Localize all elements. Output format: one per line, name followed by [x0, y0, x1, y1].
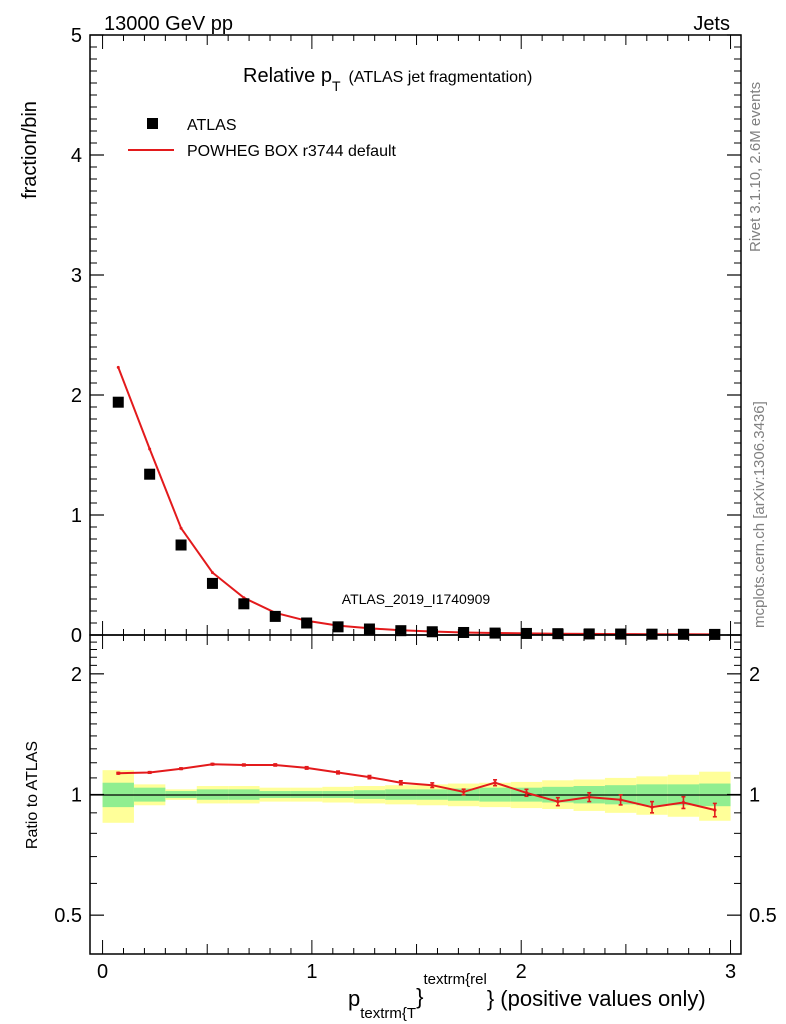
ratio-point	[713, 808, 717, 812]
ratio-y-tick-label-left: 2	[71, 664, 82, 686]
ratio-panel: 0.5 0.5 1 1 2 2 0 1 2 3 Ratio to ATLAS ptextrm{T}…	[24, 634, 777, 1022]
x-tick-label: 3	[725, 961, 736, 983]
ratio-y-tick-label-right: 2	[749, 664, 760, 686]
atlas-point	[144, 468, 156, 480]
atlas-point	[615, 628, 627, 640]
powheg-point	[179, 526, 183, 530]
x-tick-label: 0	[97, 961, 108, 983]
ratio-y-tick-label-right: 0.5	[749, 905, 777, 927]
atlas-point	[458, 626, 470, 638]
main-y-tick-label: 1	[71, 505, 82, 527]
ratio-bands	[102, 770, 731, 823]
ratio-point	[336, 770, 340, 775]
atlas-point	[301, 617, 313, 629]
ratio-frame	[89, 634, 742, 955]
mcplots-label: mcplots.cern.ch [arXiv:1306.3436]	[751, 401, 768, 628]
atlas-point	[426, 626, 438, 638]
atlas-point	[552, 628, 564, 640]
powheg-point	[210, 571, 214, 575]
legend-label-powheg: POWHEG BOX r3744 default	[187, 143, 397, 160]
main-y-axis-label: fraction/bin	[19, 101, 41, 199]
ratio-point	[587, 795, 591, 799]
ratio-point	[116, 771, 120, 775]
ratio-point	[305, 766, 309, 770]
ratio-point	[493, 781, 497, 785]
ratio-y-tick-label-right: 1	[749, 785, 760, 807]
atlas-point	[269, 610, 281, 622]
legend-marker-atlas	[147, 118, 158, 129]
x-axis-label-sub: textrm{T	[360, 1005, 416, 1022]
atlas-point	[175, 539, 187, 551]
header-left: 13000 GeV pp	[104, 13, 233, 35]
atlas-point	[206, 577, 218, 589]
ratio-y-axis-label: Ratio to ATLAS	[24, 741, 41, 849]
ratio-point	[524, 791, 529, 795]
ratio-point	[556, 800, 560, 804]
ratio-y-tick-label-left: 0.5	[54, 905, 82, 927]
x-axis-label: ptextrm{T}textrm{rel} (positive values o…	[348, 971, 706, 1022]
ratio-line	[118, 763, 716, 811]
x-axis-label-sup: textrm{rel	[423, 971, 486, 988]
ratio-point	[179, 767, 183, 771]
atlas-point	[583, 628, 595, 640]
atlas-point	[332, 621, 344, 633]
ratio-point	[462, 790, 466, 794]
x-tick-label: 2	[516, 961, 527, 983]
main-axes: 0 1 2 3 4 5	[71, 25, 741, 647]
main-panel: ATLAS_2019_I1740909 0 1 2 3 4 5 Relative pT (A…	[19, 25, 742, 647]
main-y-tick-label: 3	[71, 265, 82, 287]
x-axis-label-brace: }	[416, 984, 423, 1009]
ratio-point	[650, 805, 654, 809]
ratio-point	[210, 762, 215, 766]
atlas-point	[646, 628, 658, 640]
atlas-point	[520, 627, 532, 639]
atlas-point	[363, 623, 375, 635]
plot-title-sub: T	[332, 78, 341, 94]
powheg-point	[148, 447, 152, 451]
powheg-point	[116, 365, 120, 369]
x-axis-label-main: p	[348, 986, 360, 1011]
plot-title: Relative pT (ATLAS jet fragmentation)	[243, 65, 532, 94]
atlas-point	[395, 625, 407, 637]
legend: ATLAS POWHEG BOX r3744 default	[128, 117, 397, 160]
ratio-axes: 0.5 0.5 1 1 2 2 0 1 2 3	[54, 635, 777, 983]
header-right: Jets	[693, 13, 730, 35]
main-y-tick-label: 2	[71, 385, 82, 407]
ratio-point	[273, 763, 277, 767]
ratio-point	[367, 775, 372, 779]
ratio-point	[399, 781, 403, 785]
atlas-point	[238, 598, 250, 610]
plot-title-main: Relative p	[243, 65, 332, 87]
main-y-tick-label: 0	[71, 625, 82, 647]
ratio-point	[242, 763, 246, 767]
legend-label-atlas: ATLAS	[187, 117, 237, 134]
ratio-data-layer	[116, 762, 717, 818]
ratio-point	[619, 798, 623, 802]
atlas-point	[489, 627, 501, 639]
main-y-tick-label: 4	[71, 145, 82, 167]
x-tick-label: 1	[306, 961, 317, 983]
main-y-tick-label: 5	[71, 25, 82, 47]
plot-title-rest: (ATLAS jet fragmentation)	[349, 69, 533, 86]
x-axis-label-tail: } (positive values only)	[487, 986, 706, 1011]
ratio-point	[430, 783, 434, 787]
ratio-y-tick-label-left: 1	[71, 785, 82, 807]
ratio-point	[148, 770, 152, 775]
ratio-point	[681, 800, 686, 805]
rivet-version-label: Rivet 3.1.10, 2.6M events	[747, 82, 764, 252]
atlas-point	[112, 396, 124, 408]
analysis-label: ATLAS_2019_I1740909	[342, 591, 491, 607]
